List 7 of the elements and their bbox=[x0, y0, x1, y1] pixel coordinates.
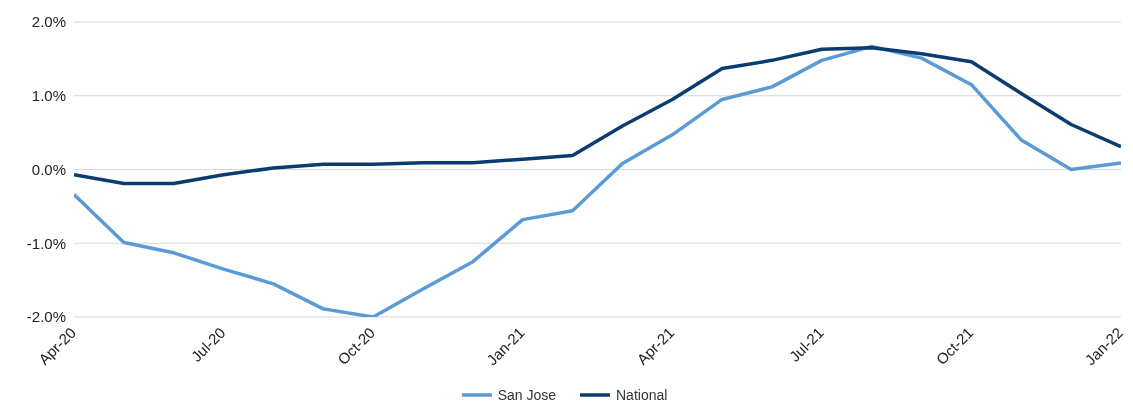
y-tick-label: -2.0% bbox=[26, 308, 66, 326]
y-tick-label: -1.0% bbox=[26, 234, 66, 252]
y-tick-label: 2.0% bbox=[31, 13, 66, 31]
legend-label: San Jose bbox=[497, 387, 556, 403]
legend-label: National bbox=[616, 387, 668, 403]
y-tick-label: 1.0% bbox=[31, 87, 66, 105]
y-tick-label: 0.0% bbox=[31, 160, 66, 178]
